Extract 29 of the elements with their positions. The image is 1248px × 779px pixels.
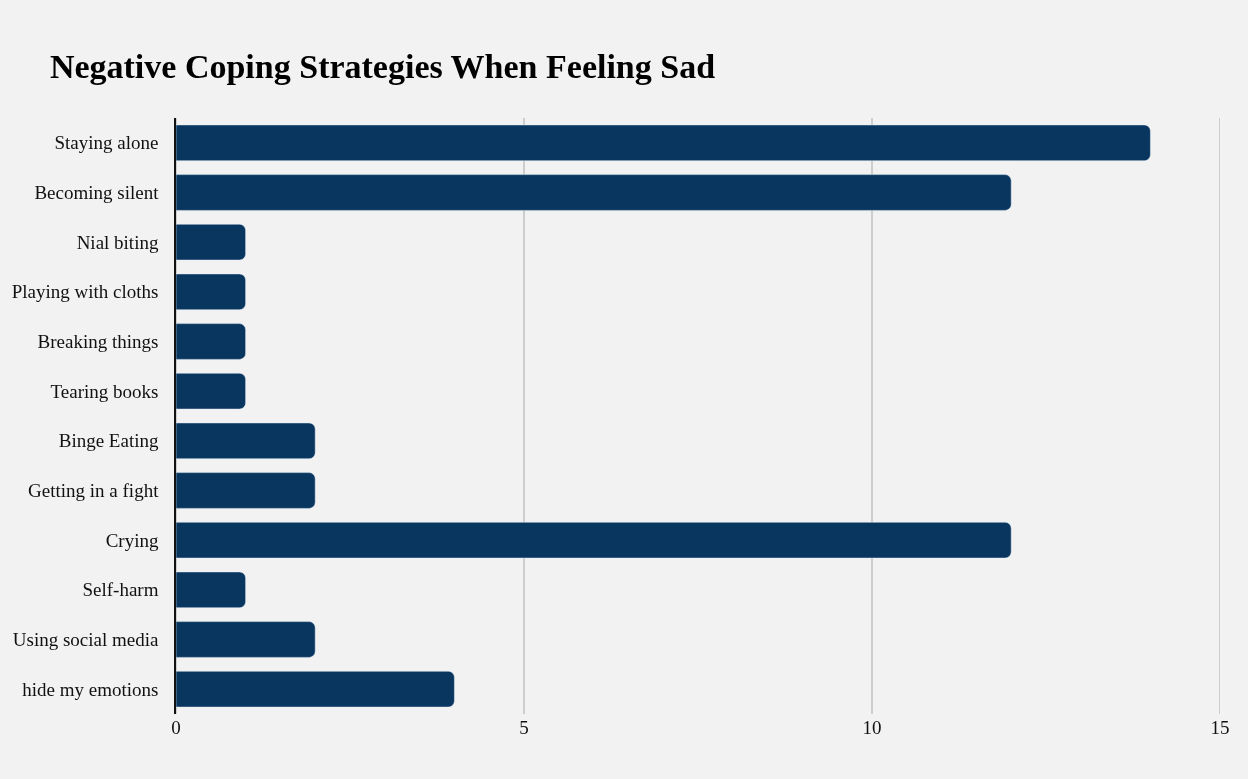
bar bbox=[176, 273, 246, 310]
bar bbox=[176, 174, 1012, 211]
y-tick-label: Self-harm bbox=[82, 579, 159, 601]
bar bbox=[176, 522, 1012, 559]
y-tick-label: Binge Eating bbox=[58, 430, 159, 452]
bar bbox=[176, 323, 246, 360]
bar bbox=[176, 621, 316, 658]
bar bbox=[176, 472, 316, 509]
bar bbox=[176, 373, 246, 410]
y-tick-label: Nial biting bbox=[76, 231, 159, 253]
y-tick-label: Getting in a fight bbox=[28, 480, 160, 502]
bar bbox=[176, 671, 455, 708]
chart-title: Negative Coping Strategies When Feeling Sad bbox=[49, 48, 716, 86]
y-tick-label: Using social media bbox=[12, 629, 160, 651]
x-tick-label: 5 bbox=[519, 717, 529, 738]
y-tick-label: Staying alone bbox=[54, 132, 159, 154]
bar bbox=[176, 422, 316, 459]
y-tick-label: Becoming silent bbox=[34, 182, 160, 204]
x-tick-label: 10 bbox=[862, 717, 882, 738]
bar bbox=[176, 224, 246, 261]
x-tick-label: 0 bbox=[171, 717, 181, 738]
y-tick-label: Crying bbox=[105, 529, 159, 551]
y-tick-label: Playing with cloths bbox=[11, 281, 159, 303]
y-tick-label: Tearing books bbox=[50, 380, 159, 402]
x-tick-label: 15 bbox=[1210, 717, 1230, 738]
bar bbox=[176, 124, 1151, 161]
y-tick-label: hide my emotions bbox=[22, 678, 159, 700]
bar bbox=[176, 571, 246, 608]
y-tick-label: Breaking things bbox=[37, 331, 159, 353]
